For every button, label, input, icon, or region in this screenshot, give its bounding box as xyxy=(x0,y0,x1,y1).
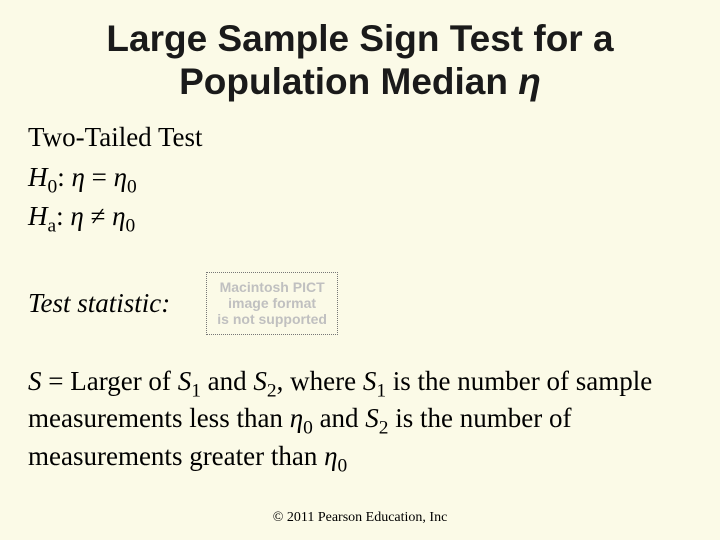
body-eta0b-sub: 0 xyxy=(338,455,348,476)
body-text: S = Larger of S1 and S2, where S1 is the… xyxy=(28,365,692,478)
ha-eta0-sub: 0 xyxy=(126,215,136,236)
body-t1: and xyxy=(201,366,253,396)
h0-eta0: η xyxy=(114,162,127,192)
ha-H: H xyxy=(28,201,48,231)
ha-sub: a xyxy=(48,215,57,236)
h0-colon: : xyxy=(57,162,71,192)
body-eta0a-sub: 0 xyxy=(303,418,313,439)
h0-sub: 0 xyxy=(48,176,58,197)
h0-eta0-sub: 0 xyxy=(127,176,137,197)
body-S: S xyxy=(28,366,42,396)
pict-line2: image format xyxy=(228,295,316,311)
title-line2-prefix: Population Median xyxy=(179,61,518,102)
null-hypothesis: H0: η = η0 xyxy=(28,161,692,200)
body-t4: and xyxy=(313,403,365,433)
h0-H: H xyxy=(28,162,48,192)
body-s1a-sub: 1 xyxy=(191,380,201,401)
body-S2b: S xyxy=(365,403,379,433)
slide: Large Sample Sign Test for a Population … xyxy=(0,0,720,540)
teststat-row: Test statistic: Macintosh PICT image for… xyxy=(28,272,692,334)
ha-neq: ≠ xyxy=(84,201,112,231)
h0-eq: = xyxy=(85,162,114,192)
pict-line3: is not supported xyxy=(217,311,327,327)
title-line1: Large Sample Sign Test for a xyxy=(106,18,613,59)
title-eta: η xyxy=(518,61,541,102)
pict-placeholder: Macintosh PICT image format is not suppo… xyxy=(206,272,338,334)
body-S1a: S xyxy=(178,366,192,396)
body-s2a-sub: 2 xyxy=(267,380,277,401)
teststat-label: Test statistic: xyxy=(28,288,170,319)
body-s1b-sub: 1 xyxy=(376,380,386,401)
ha-eta0: η xyxy=(112,201,125,231)
body-eta0b: η xyxy=(324,441,337,471)
pict-line1: Macintosh PICT xyxy=(220,279,325,295)
body-eta0a: η xyxy=(290,403,303,433)
slide-title: Large Sample Sign Test for a Population … xyxy=(38,18,682,103)
body-s2b-sub: 2 xyxy=(379,418,389,439)
ha-eta: η xyxy=(70,201,83,231)
h0-eta: η xyxy=(71,162,84,192)
ha-colon: : xyxy=(56,201,70,231)
copyright: © 2011 Pearson Education, Inc xyxy=(0,510,720,526)
body-t2: , where xyxy=(277,366,363,396)
body-S1b: S xyxy=(363,366,377,396)
body-S2a: S xyxy=(253,366,267,396)
alt-hypothesis: Ha: η ≠ η0 xyxy=(28,200,692,239)
section-label: Two-Tailed Test xyxy=(28,121,692,155)
body-t0: = Larger of xyxy=(42,366,178,396)
